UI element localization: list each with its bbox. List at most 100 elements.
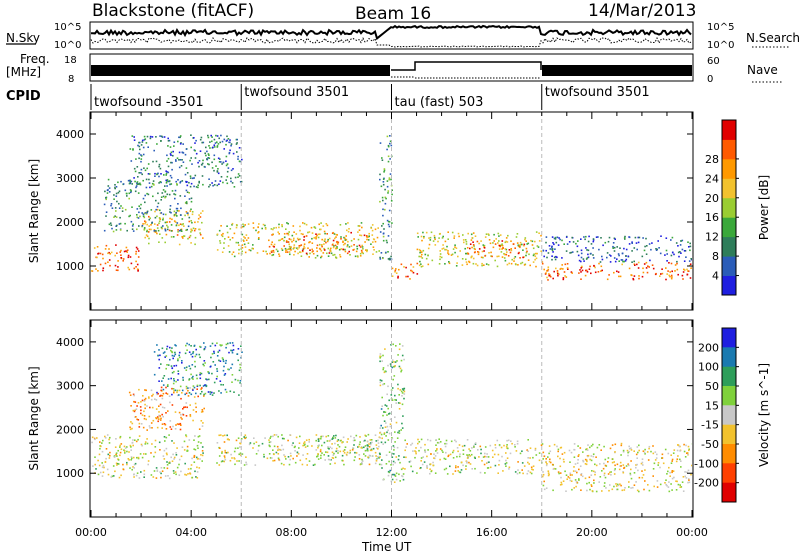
scatter-point (178, 356, 181, 359)
scatter-point (200, 388, 202, 390)
scatter-point (98, 453, 101, 456)
scatter-point (545, 236, 548, 238)
scatter-point (197, 184, 199, 186)
scatter-point (549, 450, 552, 453)
scatter-point (135, 253, 137, 255)
scatter-point (118, 207, 121, 209)
scatter-point (219, 360, 222, 362)
scatter-point (450, 254, 453, 256)
scatter-point (439, 448, 442, 450)
scatter-point (138, 205, 140, 207)
scatter-point (625, 255, 627, 257)
scatter-point (146, 235, 149, 238)
scatter-point (157, 417, 160, 419)
scatter-point (628, 445, 630, 448)
scatter-point (386, 135, 389, 138)
scatter-point (679, 484, 681, 486)
scatter-point (294, 250, 296, 253)
scatter-point (573, 456, 576, 458)
scatter-point (315, 434, 318, 436)
scatter-point (216, 355, 219, 357)
scatter-point (96, 246, 99, 248)
scatter-point (134, 170, 137, 173)
scatter-point (223, 455, 226, 457)
scatter-point (456, 455, 458, 458)
scatter-point (671, 470, 674, 472)
scatter-point (205, 385, 208, 387)
scatter-point (568, 241, 571, 243)
scatter-point (153, 149, 155, 152)
scatter-point (670, 277, 673, 280)
scatter-point (252, 247, 254, 250)
scatter-point (342, 450, 345, 452)
scatter-point (632, 486, 634, 489)
scatter-point (101, 462, 103, 464)
scatter-point (171, 387, 173, 390)
scatter-point (516, 443, 519, 445)
scatter-point (346, 451, 349, 454)
scatter-point (677, 251, 680, 254)
scatter-point (444, 248, 446, 251)
scatter-point (492, 456, 494, 458)
scatter-point (379, 357, 381, 359)
scatter-point (268, 441, 271, 444)
scatter-point (352, 447, 354, 449)
scatter-point (554, 248, 556, 250)
scatter-point (128, 197, 130, 200)
scatter-point (637, 451, 639, 454)
scatter-point (400, 370, 402, 373)
scatter-point (366, 444, 369, 446)
scatter-point (541, 261, 544, 263)
scatter-point (338, 248, 341, 251)
scatter-point (160, 467, 163, 469)
scatter-point (485, 233, 488, 235)
scatter-point (367, 445, 369, 447)
scatter-point (585, 459, 588, 461)
scatter-point (172, 453, 174, 456)
scatter-point (397, 402, 400, 404)
scatter-point (119, 435, 122, 438)
colorbar-swatch (722, 328, 736, 348)
scatter-point (208, 157, 211, 159)
scatter-point (373, 238, 376, 241)
scatter-point (419, 250, 422, 252)
scatter-point (255, 453, 258, 455)
scatter-point (353, 444, 355, 446)
scatter-point (368, 235, 370, 237)
scatter-point (237, 173, 240, 175)
scatter-point (621, 252, 624, 255)
scatter-point (420, 467, 422, 469)
scatter-point (679, 244, 682, 246)
cpid-segment-label: twofsound -3501 (94, 95, 204, 110)
scatter-point (603, 474, 606, 477)
scatter-point (510, 240, 512, 242)
scatter-point (406, 443, 408, 445)
scatter-point (275, 248, 278, 251)
scatter-point (256, 252, 259, 254)
scatter-point (226, 175, 229, 178)
scatter-point (146, 223, 148, 226)
scatter-point (538, 459, 541, 462)
scatter-point (177, 379, 179, 381)
scatter-point (133, 139, 136, 141)
nsky-trace (90, 24, 692, 41)
scatter-point (420, 251, 423, 253)
scatter-point (114, 187, 116, 190)
scatter-point (252, 222, 255, 224)
scatter-point (102, 267, 105, 269)
scatter-point (683, 260, 686, 262)
scatter-point (287, 232, 290, 235)
scatter-point (152, 393, 154, 396)
scatter-point (130, 190, 132, 192)
scatter-point (429, 472, 431, 475)
scatter-point (237, 359, 239, 362)
scatter-point (200, 212, 202, 214)
scatter-point (133, 400, 135, 403)
scatter-point (170, 236, 173, 238)
scatter-point (531, 240, 534, 243)
scatter-point (140, 168, 143, 171)
scatter-point (147, 231, 150, 233)
scatter-point (594, 471, 596, 473)
scatter-point (197, 217, 200, 220)
